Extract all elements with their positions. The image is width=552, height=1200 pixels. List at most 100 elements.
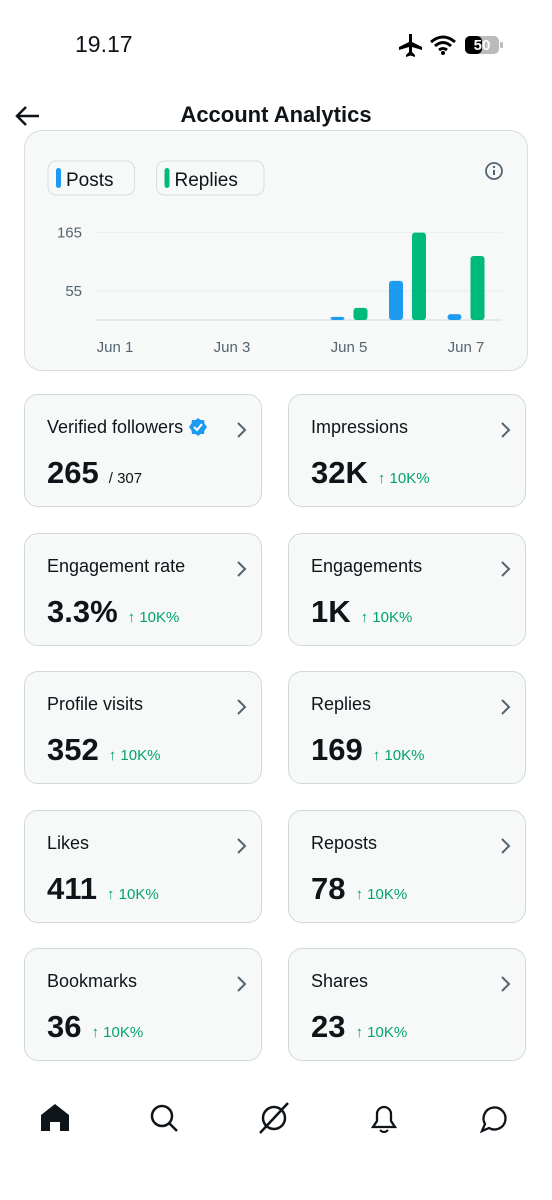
metric-value: 265 [47,455,99,490]
metric-card[interactable]: Engagement rate 3.3% ↑ 10K% [24,532,262,646]
metric-label-text: Engagements [311,555,423,576]
metric-card[interactable]: Bookmarks 36 ↑ 10K% [24,948,262,1061]
metric-value-row: 1K ↑ 10K% [311,594,412,630]
metric-value-row: 32K ↑ 10K% [311,455,430,491]
nav-home[interactable] [41,1104,69,1131]
nav-search[interactable] [150,1104,178,1132]
metric-card[interactable]: Impressions 32K ↑ 10K% [288,394,526,507]
verified-badge [189,418,208,436]
metric-value-row: 352 ↑ 10K% [47,732,160,768]
metric-change: ↑ 10K% [355,1024,408,1041]
bar [330,316,345,320]
chevron [237,422,247,438]
legend-label: Replies [175,170,238,191]
x-tick-label: Jun 3 [214,339,251,356]
legend-swatch [56,168,61,188]
metric-card[interactable]: Engagements 1K ↑ 10K% [288,532,526,646]
metric-label: Bookmarks [47,971,137,992]
metric-value-row: 411 ↑ 10K% [47,871,159,907]
nav-notifications[interactable] [370,1105,398,1133]
y-tick-label: 165 [57,225,82,242]
legend-swatch [164,168,170,188]
metric-label: Engagement rate [47,556,185,577]
bar [412,232,426,320]
metric-value: 32K [311,455,368,490]
x-tick-label: Jun 7 [448,339,485,356]
metric-change: ↑ 10K% [91,1024,144,1041]
metric-card[interactable]: Verified followers 265 / 307 [24,394,262,507]
metric-value-row: 3.3% ↑ 10K% [47,594,179,630]
metric-card[interactable]: Replies 169 ↑ 10K% [288,671,526,784]
metric-label-text: Engagement rate [47,555,186,576]
chart: Posts Replies 55 165 Jun 1 Jun 3 Jun 5 Jun 7 [47,160,503,356]
metric-card[interactable]: Reposts 78 ↑ 10K% [288,809,526,923]
bar [389,280,403,320]
metric-label: Shares [311,971,368,992]
metric-change: ↑ 10K% [108,747,161,764]
chevron [237,837,247,854]
bar [470,255,485,320]
metric-label: Impressions [311,417,408,438]
status-time: 19.17 [75,31,133,57]
chevron [501,422,511,438]
chevron [501,976,511,992]
metric-value: 23 [311,1009,346,1044]
info-icon[interactable] [485,162,503,180]
metric-card[interactable]: Profile visits 352 ↑ 10K% [24,671,262,784]
metric-value: 411 [47,870,98,906]
metric-change: ↑ 10K% [355,885,408,903]
metric-value: 169 [311,732,363,767]
metric-label-text: Verified followers [47,417,184,437]
legend-item [156,160,265,196]
status-icons: 50 [399,34,503,57]
chevron [501,837,511,854]
metric-label: Reposts [311,833,377,854]
metric-label-text: Profile visits [47,694,144,714]
metric-change: ↑ 10K% [360,608,413,626]
chevron [237,560,247,577]
chevron [501,560,511,577]
bar [353,307,368,320]
metric-card[interactable]: Shares 23 ↑ 10K% [288,948,526,1061]
metric-label: Verified followers [47,417,208,438]
metric-value-row: 23 ↑ 10K% [311,1009,407,1045]
metric-label-text: Bookmarks [47,971,138,991]
chevron [237,976,247,992]
metric-value-row: 265 / 307 [47,455,142,491]
metric-label: Engagements [311,556,422,577]
metric-label-text: Shares [311,971,369,991]
chevron [237,699,247,715]
back-button[interactable] [14,104,42,128]
bar [447,314,462,320]
metric-label-text: Reposts [311,832,378,853]
metric-value: 78 [311,870,346,906]
page-title: Account Analytics [180,102,372,127]
metric-value-row: 78 ↑ 10K% [311,871,407,907]
nav-messages[interactable] [479,1106,507,1134]
metric-value-row: 169 ↑ 10K% [311,732,424,768]
legend-label: Posts [66,170,114,191]
metric-value: 352 [47,732,99,767]
chevron [501,699,511,715]
metric-value: 1K [311,593,351,629]
metric-label: Replies [311,694,371,715]
metric-label-text: Impressions [311,417,409,437]
bottom-nav [41,1102,507,1134]
metric-change: ↑ 10K% [372,747,425,764]
metric-card[interactable]: Likes 411 ↑ 10K% [24,809,262,923]
y-tick-label: 55 [65,283,82,300]
metric-total: / 307 [108,470,143,487]
metric-change: ↑ 10K% [127,608,180,626]
battery-level: 50 [474,37,491,54]
metric-change: ↑ 10K% [377,470,430,487]
metric-value: 36 [47,1009,82,1044]
metric-change: ↑ 10K% [107,885,159,903]
x-tick-label: Jun 1 [97,339,134,356]
legend-item [47,160,135,196]
metric-label-text: Replies [311,694,372,714]
nav-grok[interactable] [259,1102,289,1134]
metric-label: Profile visits [47,694,143,715]
x-tick-label: Jun 5 [331,339,368,356]
metric-label: Likes [47,833,89,854]
